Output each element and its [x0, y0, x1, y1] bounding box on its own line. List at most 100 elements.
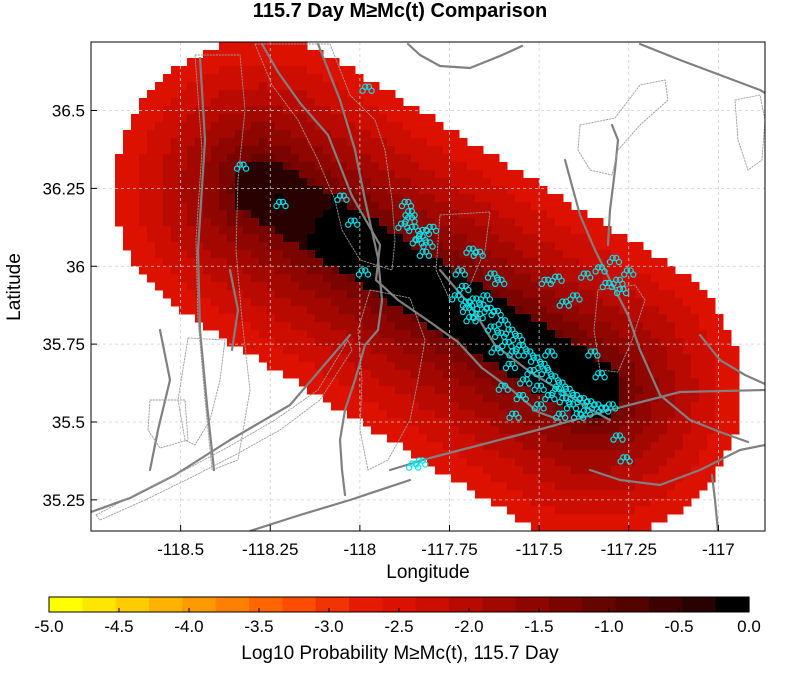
heatmap-cell: [283, 314, 292, 323]
heatmap-cell: [195, 114, 204, 123]
heatmap-cell: [499, 178, 508, 187]
heatmap-cell: [179, 90, 188, 99]
heatmap-cell: [563, 450, 572, 459]
heatmap-cell: [539, 514, 548, 523]
heatmap-cell: [347, 170, 356, 179]
heatmap-cell: [331, 242, 340, 251]
heatmap-cell: [467, 282, 476, 291]
heatmap-cell: [139, 122, 148, 131]
heatmap-cell: [507, 498, 516, 507]
heatmap-cell: [443, 354, 452, 363]
heatmap-cell: [339, 138, 348, 147]
heatmap-cell: [139, 250, 148, 259]
heatmap-cell: [443, 146, 452, 155]
heatmap-cell: [523, 474, 532, 483]
heatmap-cell: [387, 258, 396, 267]
heatmap-cell: [379, 354, 388, 363]
heatmap-cell: [427, 170, 436, 179]
heatmap-cell: [603, 314, 612, 323]
heatmap-cell: [523, 250, 532, 259]
heatmap-cell: [115, 218, 124, 227]
heatmap-cell: [275, 170, 284, 179]
heatmap-cell: [371, 258, 380, 267]
heatmap-cell: [539, 234, 548, 243]
heatmap-cell: [723, 346, 732, 355]
heatmap-cell: [379, 370, 388, 379]
heatmap-cell: [515, 482, 524, 491]
heatmap-cell: [523, 314, 532, 323]
heatmap-cell: [435, 258, 444, 267]
heatmap-cell: [363, 274, 372, 283]
heatmap-cell: [467, 162, 476, 171]
heatmap-cell: [651, 450, 660, 459]
heatmap-cell: [491, 194, 500, 203]
heatmap-cell: [339, 274, 348, 283]
heatmap-cell: [459, 434, 468, 443]
heatmap-cell: [395, 210, 404, 219]
heatmap-cell: [547, 218, 556, 227]
heatmap-cell: [595, 466, 604, 475]
heatmap-cell: [347, 74, 356, 83]
heatmap-cell: [163, 290, 172, 299]
heatmap-cell: [587, 490, 596, 499]
heatmap-cell: [651, 266, 660, 275]
event-marker: [448, 296, 456, 303]
heatmap-cell: [635, 362, 644, 371]
heatmap-cell: [667, 466, 676, 475]
heatmap-cell: [283, 202, 292, 211]
heatmap-cell: [547, 426, 556, 435]
heatmap-cell: [219, 114, 228, 123]
heatmap-cell: [139, 154, 148, 163]
heatmap-cell: [707, 362, 716, 371]
heatmap-cell: [571, 434, 580, 443]
heatmap-cell: [451, 458, 460, 467]
heatmap-cell: [563, 362, 572, 371]
heatmap-cell: [651, 514, 660, 523]
heatmap-cell: [539, 186, 548, 195]
heatmap-cell: [483, 274, 492, 283]
heatmap-cell: [427, 162, 436, 171]
heatmap-cell: [483, 426, 492, 435]
event-marker: [565, 302, 572, 309]
heatmap-cell: [483, 362, 492, 371]
heatmap-cell: [251, 42, 260, 51]
heatmap-cell: [243, 218, 252, 227]
heatmap-cell: [699, 394, 708, 403]
event-marker: [355, 271, 363, 278]
heatmap-cell: [635, 314, 644, 323]
heatmap-cell: [459, 306, 468, 315]
fault-trace: [563, 158, 750, 444]
heatmap-cell: [683, 370, 692, 379]
heatmap-cell: [699, 306, 708, 315]
heatmap-cell: [243, 266, 252, 275]
heatmap-cell: [651, 410, 660, 419]
heatmap-cell: [259, 202, 268, 211]
heatmap-cell: [635, 466, 644, 475]
heatmap-cell: [299, 114, 308, 123]
heatmap-cell: [179, 194, 188, 203]
heatmap-cell: [603, 362, 612, 371]
event-marker: [413, 461, 420, 468]
heatmap-cell: [187, 282, 196, 291]
heatmap-cell: [619, 250, 628, 259]
heatmap-cell: [587, 218, 596, 227]
heatmap-cell: [587, 290, 596, 299]
heatmap-cell: [699, 482, 708, 491]
plot-frame: [90, 41, 766, 532]
heatmap-cell: [539, 330, 548, 339]
heatmap-cell: [275, 82, 284, 91]
heatmap-cell: [603, 458, 612, 467]
heatmap-cell: [571, 298, 580, 307]
event-marker: [359, 87, 366, 94]
heatmap-cell: [267, 162, 276, 171]
heatmap-cell: [323, 122, 332, 131]
heatmap-cell: [491, 314, 500, 323]
heatmap-cell: [699, 386, 708, 395]
heatmap-cell: [563, 522, 572, 531]
event-marker: [610, 280, 617, 288]
heatmap-cell: [219, 234, 228, 243]
heatmap-cell: [667, 266, 676, 275]
heatmap-cell: [227, 202, 236, 211]
heatmap-cell: [427, 410, 436, 419]
heatmap-cell: [403, 202, 412, 211]
